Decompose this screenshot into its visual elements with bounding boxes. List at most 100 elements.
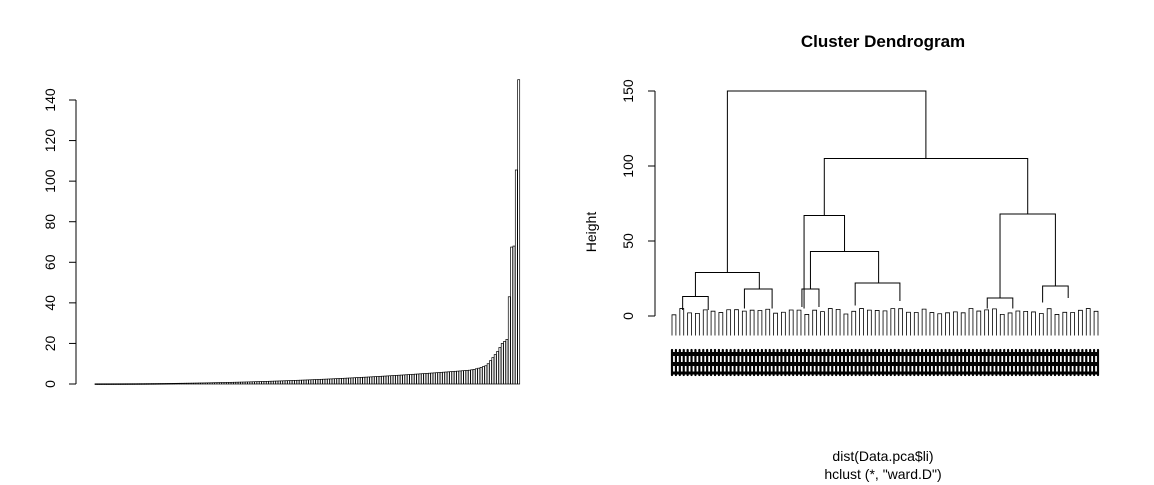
dendro-leaf-pair [671,314,677,336]
bar-y-tick-label: 20 [42,335,58,351]
bar [369,376,373,385]
bar [348,377,351,385]
dendro-leaf-pair [1015,310,1021,336]
dendrogram-title: Cluster Dendrogram [801,32,965,51]
dendro-leaf-pair [804,314,810,336]
bar [169,383,173,385]
bar [151,383,154,385]
bar [254,381,258,385]
bar [444,371,448,385]
bar [94,383,98,385]
dendro-leaf-pair [1070,312,1075,336]
bar [280,380,283,385]
bar [451,371,455,385]
bar [409,374,413,385]
bar [298,379,302,385]
bar [324,378,328,385]
bar [430,372,434,385]
bar-y-tick-label: 40 [42,295,58,311]
bar [503,341,506,385]
dendro-leaf-pair [1085,308,1091,336]
bar [202,382,206,385]
bar [505,339,509,385]
bar-y-tick-label: 80 [42,214,58,230]
dendro-leaf-pair [1023,310,1029,336]
dendro-leaf-pair [882,310,888,336]
cluster-dendrogram: Cluster Dendrogram Height dist(Data.pca$… [583,32,1100,482]
bar [378,375,382,385]
dendro-leaf-pair [929,312,935,336]
dendro-leaf-pair [835,308,841,336]
bar [383,375,387,385]
dendro-merge [999,213,1056,298]
bar-y-tick-label: 60 [42,254,58,270]
dendro-leaf-pair [741,310,747,336]
bar [371,376,375,385]
bar [296,379,300,385]
bar [472,369,476,385]
dendro-leaf-pair [913,312,919,336]
bar [336,378,340,385]
bar-y-tick-label: 100 [42,169,58,193]
bar [294,380,297,385]
bar [284,380,288,385]
bar [237,381,241,385]
dendro-leaf-pair [984,309,989,336]
bar [491,357,495,385]
bar [484,365,488,385]
dendro-leaf-pair [1031,311,1036,336]
bar [329,378,333,385]
dendro-leaf-pair [757,310,763,336]
bar [334,378,337,385]
dendro-leaf-pair [1054,314,1060,336]
dendro-merge [854,282,901,306]
dendro-leaf-pair [867,309,872,336]
bar [362,376,366,385]
bar [517,79,521,385]
bar [498,347,502,385]
bar [205,382,208,385]
dendrogram-xlabel-line2: hclust (*, "ward.D") [824,466,941,482]
bar-y-tick-label: 120 [42,129,58,153]
bar [186,382,189,385]
bar [291,380,295,385]
bar [282,380,286,385]
dendro-leaf-pair [812,309,818,336]
dendro-leaf-pair [921,308,927,336]
bar [493,354,497,385]
dendro-leaf-pair [851,310,857,336]
bar [313,379,316,385]
bar-y-tick-label: 0 [42,380,58,388]
bar [183,382,187,385]
dendro-leaf-pair [827,308,833,336]
bar [421,373,424,385]
bar [416,373,420,385]
dendro-merge [682,296,709,310]
dendro-leaf-pair [710,310,716,336]
dendro-leaf-pair [999,314,1005,336]
bar [219,382,222,385]
bar [418,373,422,385]
bar [118,383,121,385]
dendro-merge [743,288,773,309]
bar [179,382,182,385]
bar [376,376,380,385]
bar [125,383,128,385]
dendro-leaf-pair [765,308,771,336]
bar [385,375,389,385]
bar [134,383,138,385]
dendro-leaf-pair [1038,313,1044,336]
dendro-leaf-pair [960,312,966,336]
bar [165,383,168,385]
bar [456,370,460,385]
bar [277,380,281,385]
dendro-merge [823,158,1029,216]
bar [176,382,180,385]
bar [341,377,344,385]
bar [423,373,427,385]
bar [233,381,236,385]
dendro-leaf-pair [726,309,732,336]
bar [249,381,253,385]
bar [127,383,131,385]
bar [467,369,471,385]
